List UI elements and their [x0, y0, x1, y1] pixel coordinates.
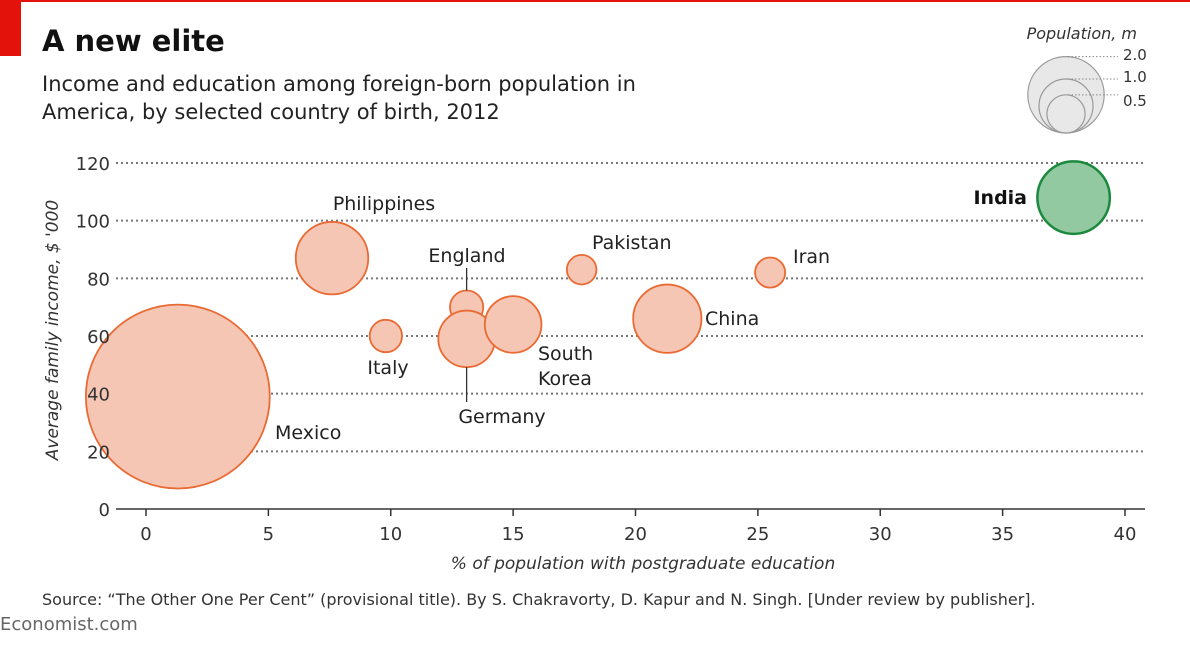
bubble-pakistan — [565, 253, 598, 286]
top-rule — [0, 0, 1190, 2]
x-tick-label: 40 — [1114, 524, 1137, 545]
bubbles — [84, 160, 1112, 490]
y-tick-label: 40 — [87, 385, 110, 406]
x-tick-label: 0 — [140, 524, 151, 545]
x-tick-label: 25 — [746, 524, 769, 545]
bubble-india — [1036, 160, 1112, 236]
x-tick-label: 5 — [263, 524, 274, 545]
label-germany: Germany — [458, 406, 545, 428]
bubble-china — [632, 283, 703, 354]
y-tick-label: 60 — [87, 327, 110, 348]
x-tick-label: 10 — [379, 524, 402, 545]
label-china: China — [705, 308, 759, 330]
bubble-philippines — [294, 221, 370, 296]
x-tick-label: 30 — [869, 524, 892, 545]
y-tick-label: 100 — [76, 212, 110, 233]
brand-logo: Economist.com — [0, 614, 138, 635]
x-tick-label: 20 — [624, 524, 647, 545]
red-tag — [0, 0, 21, 56]
label-england: England — [428, 245, 505, 267]
y-axis-label: Average family income, $ '000 — [43, 200, 63, 462]
source-note: Source: “The Other One Per Cent” (provis… — [42, 590, 1036, 609]
size-legend: Population, m 2.0 1.0 0.5 — [1027, 24, 1147, 134]
label-iran: Iran — [793, 246, 830, 268]
legend-value: 2.0 — [1123, 46, 1147, 64]
y-tick-label: 20 — [87, 442, 110, 463]
label-south-korea: Korea — [538, 368, 592, 390]
y-tick-label: 0 — [99, 500, 110, 521]
label-india: India — [973, 187, 1027, 209]
label-italy: Italy — [367, 357, 408, 379]
gridlines — [116, 162, 1145, 453]
legend-circle — [1046, 94, 1086, 134]
country-labels: Mexico Philippines Italy England Germany Sout… — [275, 187, 1027, 444]
x-tick-label: 35 — [991, 524, 1014, 545]
bubble-iran — [754, 256, 787, 289]
x-tick-label: 15 — [502, 524, 525, 545]
x-axis-label: % of population with postgraduate educat… — [451, 554, 835, 574]
label-mexico: Mexico — [275, 422, 341, 444]
legend-title: Population, m — [1027, 24, 1137, 43]
axes: 0 20 40 60 80 100 120 0 5 10 15 20 25 30 35 40 — [76, 154, 1145, 545]
bubble-mexico — [84, 303, 271, 490]
y-tick-label: 120 — [76, 154, 110, 175]
label-philippines: Philippines — [333, 193, 435, 215]
label-pakistan: Pakistan — [592, 232, 672, 254]
bubble-south-korea — [483, 295, 543, 354]
label-south-korea: South — [538, 343, 593, 365]
legend-value: 0.5 — [1123, 92, 1147, 110]
y-tick-label: 80 — [87, 269, 110, 290]
chart-subtitle: Income and education among foreign-born … — [42, 72, 636, 124]
legend-value: 1.0 — [1123, 68, 1147, 86]
bubble-italy — [368, 318, 403, 354]
chart-title: A new elite — [42, 24, 225, 58]
